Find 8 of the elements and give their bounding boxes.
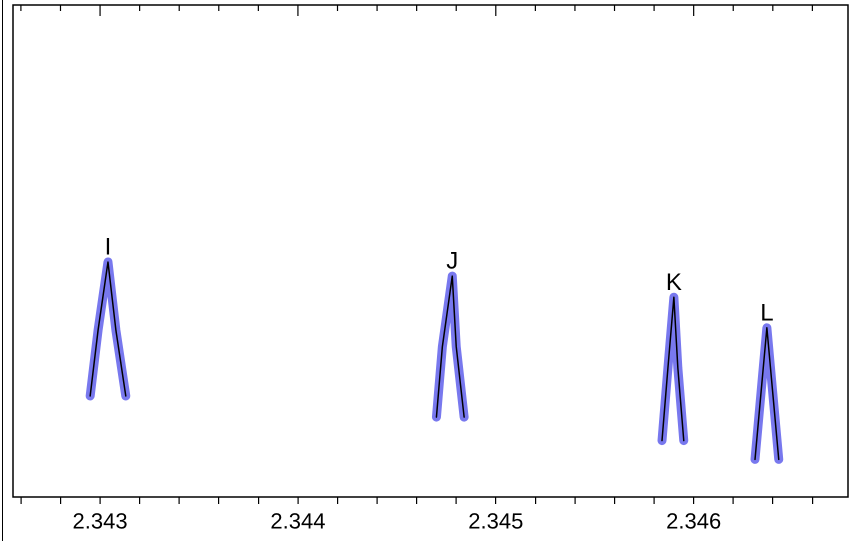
annotation: K xyxy=(666,268,682,296)
annotation: J xyxy=(446,248,458,275)
x-tick-label: 2.344 xyxy=(270,508,326,534)
x-tick-label: 2.346 xyxy=(666,508,722,534)
annotation: L xyxy=(760,299,774,326)
x-tick-label: 2.343 xyxy=(72,508,128,534)
x-tick-label: 2.345 xyxy=(468,508,524,534)
annotation: I xyxy=(104,234,112,261)
